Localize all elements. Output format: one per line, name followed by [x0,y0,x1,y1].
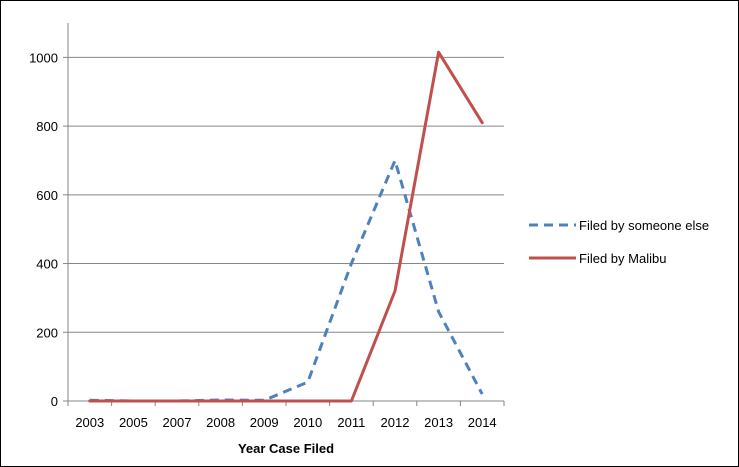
gridlines [68,56,504,333]
y-tick-label: 600 [36,188,58,203]
legend: Filed by someone else Filed by Malibu [529,218,709,266]
x-tick-label: 2003 [75,415,104,430]
x-tick-label: 2005 [119,415,148,430]
x-tick-label: 2010 [293,415,322,430]
legend-label: Filed by Malibu [579,251,666,266]
legend-label: Filed by someone else [579,218,709,233]
x-axis-title: Year Case Filed [238,441,334,456]
x-tick-label: 2009 [250,415,279,430]
x-tick-label: 2013 [424,415,453,430]
axes [63,23,505,406]
y-tick-label: 800 [36,119,58,134]
x-tick-label: 2008 [206,415,235,430]
y-tick-label: 400 [36,257,58,272]
series-lines [88,50,484,403]
y-tick-label: 1000 [29,50,58,65]
x-tick-label: 2011 [337,415,365,430]
y-tick-label: 0 [51,394,58,409]
x-tick-label: 2014 [468,415,497,430]
series-line-filed-by-malibu [88,50,484,403]
tick-labels: 0 200 400 600 800 1000 2003 2005 2007 2008 2009 201… [29,50,497,430]
y-tick-label: 200 [36,325,58,340]
series-line-filed-by-someone-else [89,159,484,403]
x-tick-label: 2007 [163,415,192,430]
x-tick-label: 2012 [381,415,410,430]
